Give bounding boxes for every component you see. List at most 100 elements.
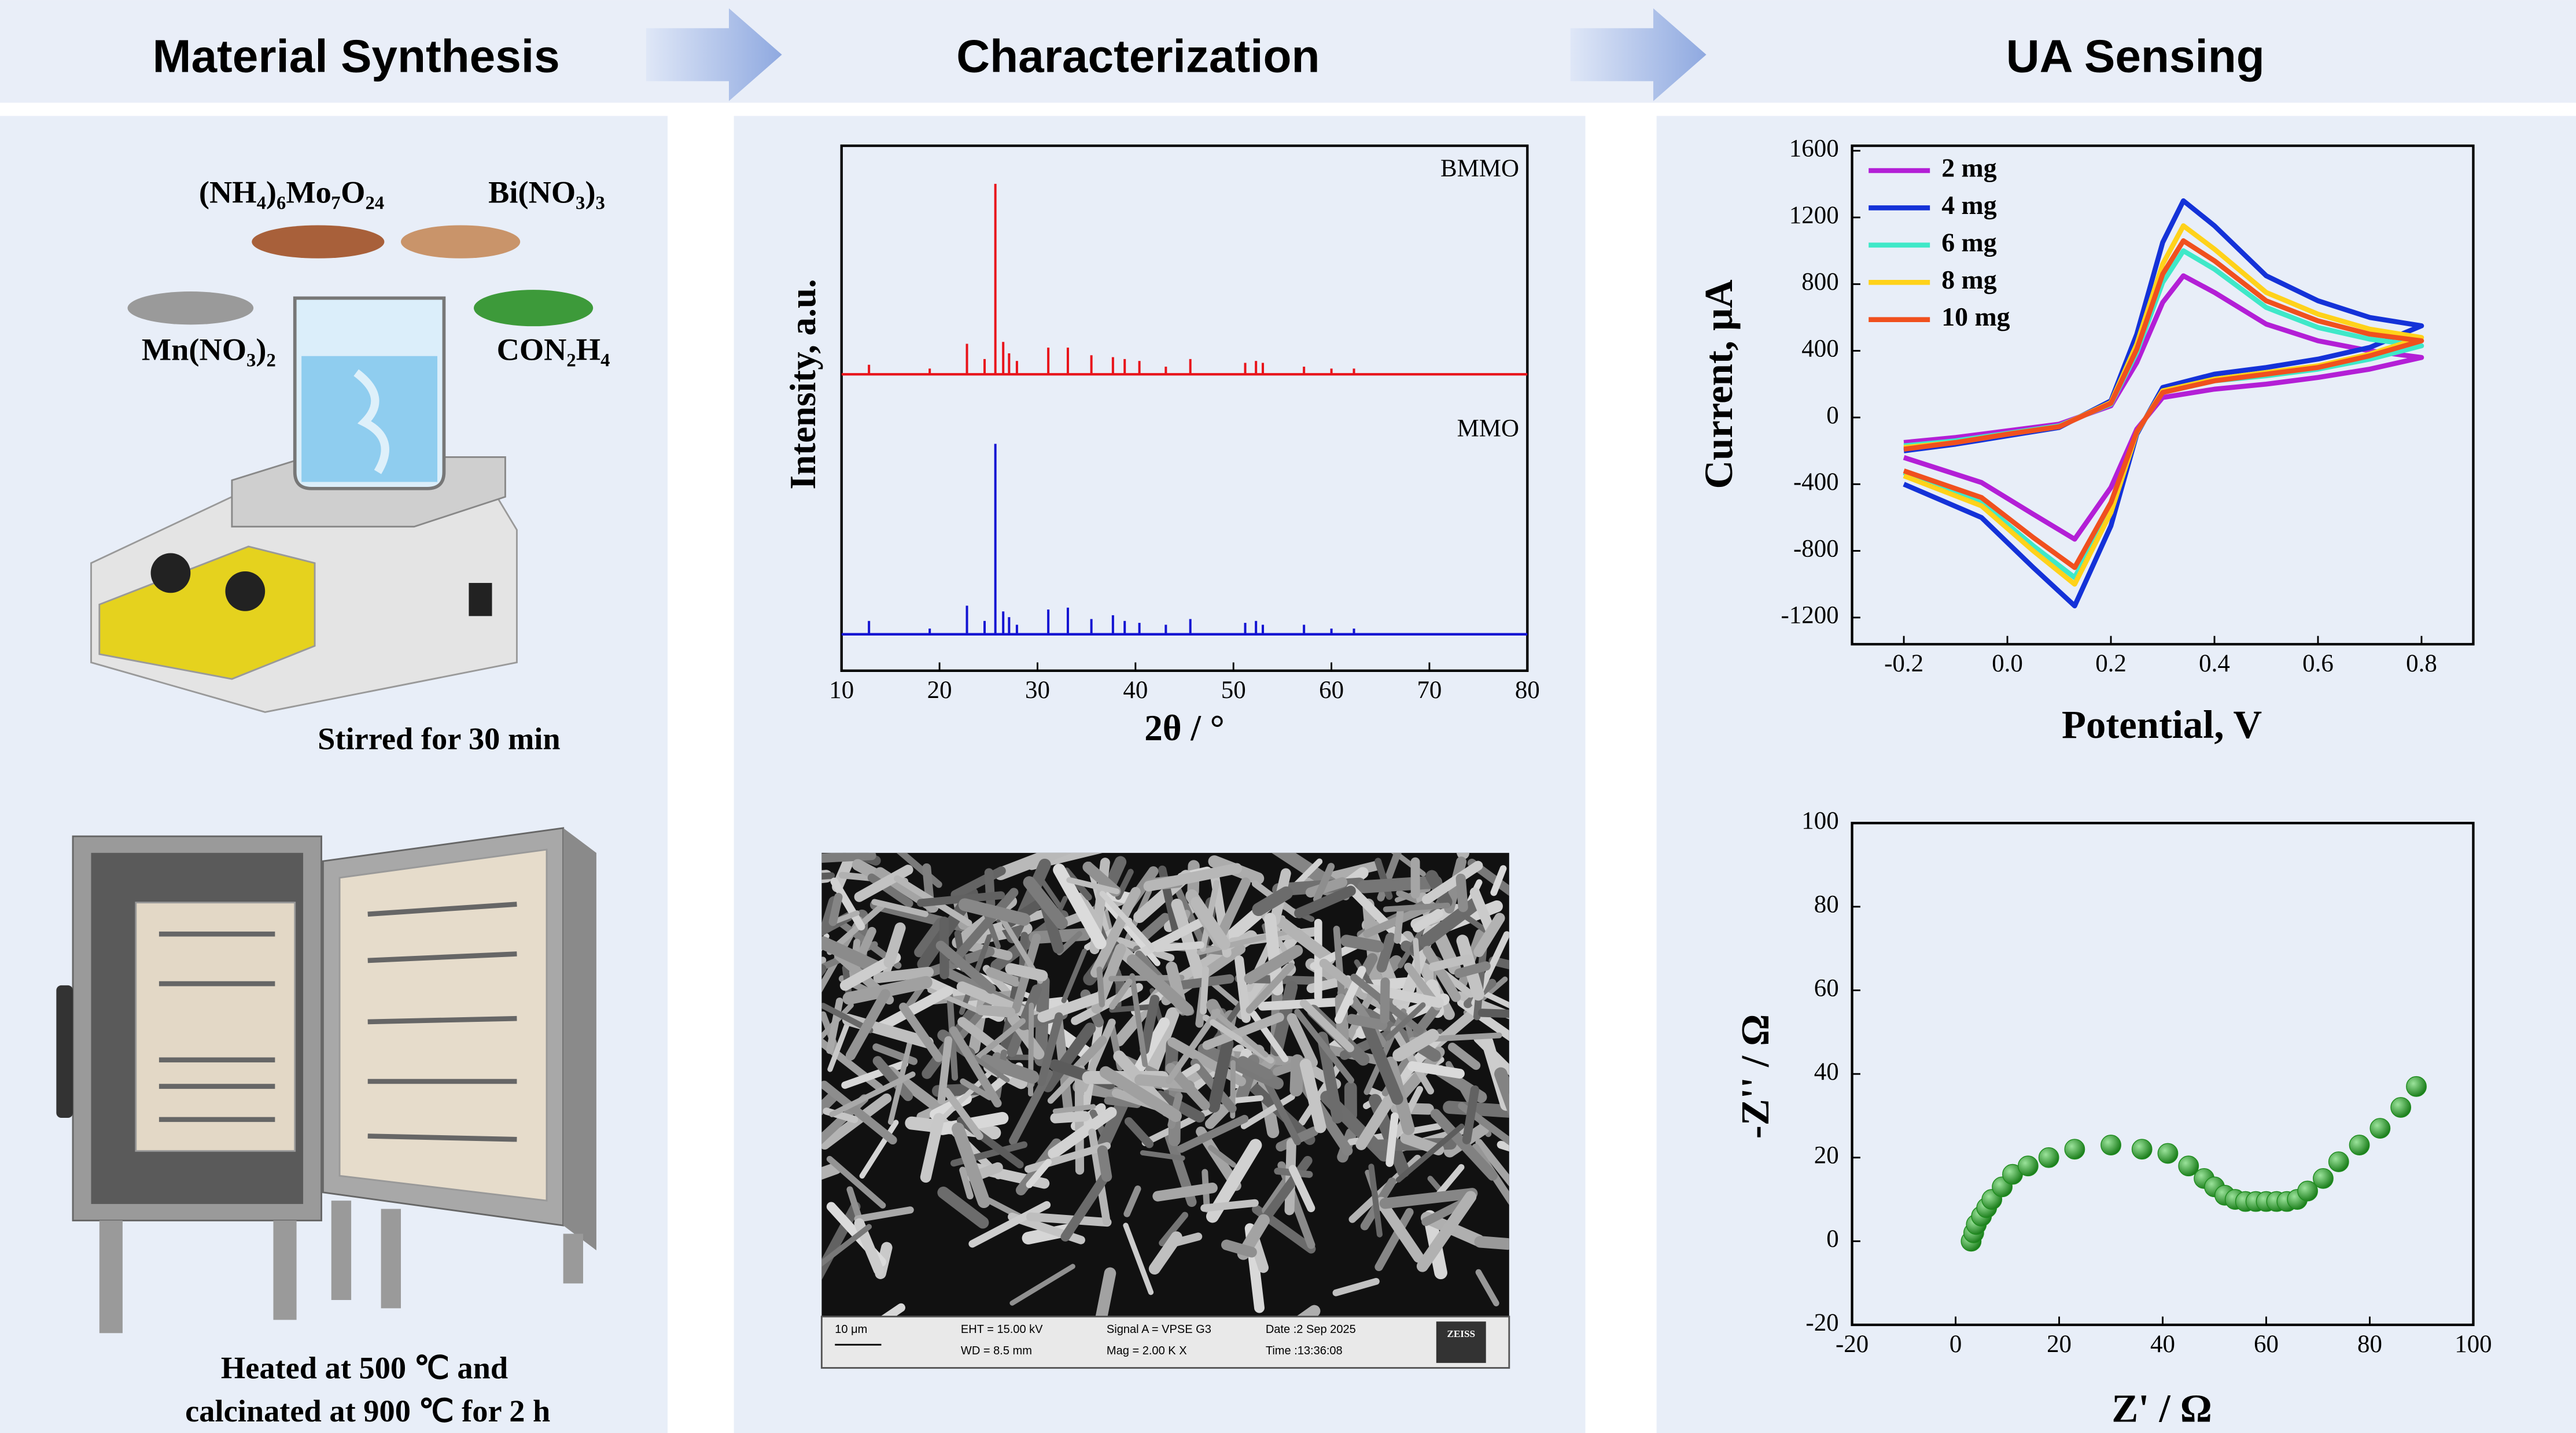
sem-rod [1390, 1026, 1434, 1095]
sem-rod [1392, 1029, 1439, 1062]
x-tick-label: 0.8 [2406, 650, 2437, 677]
sem-rod [1090, 887, 1141, 978]
x-tick-label: 100 [2455, 1331, 2492, 1358]
caption: calcinated at 900 ℃ for 2 h [185, 1394, 550, 1428]
point [2313, 1168, 2334, 1189]
sem-rod [957, 1017, 1008, 1058]
point [2369, 1118, 2391, 1139]
sem-rod [829, 1071, 916, 1117]
sem-rod [1096, 966, 1105, 1007]
sem-rod [1123, 1185, 1141, 1217]
sem-rod [1376, 932, 1396, 973]
sem-rod [1447, 1043, 1481, 1070]
sem-rod [1038, 876, 1062, 908]
y-tick-label: -400 [1793, 468, 1839, 496]
sem-rod [821, 1224, 872, 1267]
sem-rod [1385, 1112, 1399, 1167]
x-tick-label: 80 [1515, 677, 1540, 704]
x-tick-label: 40 [1123, 677, 1148, 704]
arrow [646, 8, 782, 101]
sem-text: Mag = 2.00 K X [1107, 1345, 1187, 1357]
y-tick-label: 400 [1801, 335, 1838, 362]
legend-label: 10 mg [1941, 302, 2010, 331]
point [2406, 1076, 2427, 1097]
sem-rod [914, 917, 946, 958]
caption: Stirred for 30 min [318, 721, 560, 756]
point [2349, 1135, 2370, 1155]
sem-rod [875, 985, 953, 1032]
x-tick-label: -0.2 [1884, 650, 1923, 677]
sem-rod [1048, 1107, 1117, 1159]
x-tick-label: 20 [2047, 1331, 2072, 1358]
sem-rod [968, 1201, 1051, 1248]
sem-rod [1299, 1058, 1326, 1133]
sem-rod [985, 967, 1021, 987]
sem-rod [1385, 1002, 1426, 1041]
sem-rod [1473, 913, 1505, 958]
sem-rod [1412, 908, 1443, 933]
sem-rod [1407, 1061, 1465, 1079]
sem-rod [1494, 1067, 1509, 1117]
sem-rod [1037, 992, 1104, 1023]
x-tick-label: -20 [1836, 1331, 1869, 1358]
x-tick-label: 50 [1221, 677, 1246, 704]
sem-rod [1435, 1164, 1465, 1198]
sem-rod [821, 1080, 897, 1144]
sem-rod [1361, 1019, 1403, 1105]
sem-rod [1379, 1188, 1478, 1209]
sem-rod [1202, 1013, 1284, 1050]
sem-rod [1140, 1150, 1185, 1161]
point [2064, 1139, 2085, 1160]
sem-rod [1177, 1114, 1249, 1153]
sem-rod [1461, 913, 1488, 933]
point [2100, 1135, 2121, 1155]
sem-rod [859, 1120, 899, 1179]
reagent: CON₂H₄ [497, 332, 610, 367]
sem-rod [1071, 983, 1143, 1025]
y-tick-label: 800 [1801, 268, 1838, 296]
sem-rod [1009, 1264, 1075, 1306]
point [2017, 1155, 2039, 1177]
sem-rod [1477, 1009, 1509, 1018]
sem-rod [1123, 1223, 1154, 1295]
sem-rod [1066, 877, 1120, 895]
sem-rod [937, 1186, 989, 1229]
series-label: MMO [1457, 415, 1519, 442]
cv-curve [1903, 238, 2424, 570]
y-tick-label: 1600 [1789, 135, 1839, 162]
sem-text: WD = 8.5 mm [961, 1345, 1032, 1357]
sem-rod [1376, 1196, 1424, 1263]
sem-rod [960, 1078, 993, 1100]
sem-rod [1141, 1103, 1222, 1146]
sem-rod [854, 1206, 914, 1223]
sem-rod [950, 866, 1006, 899]
sem-text: 10 μm [835, 1323, 867, 1336]
y-tick-label: 0 [1826, 1225, 1838, 1253]
sem-rod [1383, 902, 1451, 913]
sem-rod [1313, 863, 1335, 903]
sem-rod [883, 922, 906, 968]
sem-rod [1234, 955, 1251, 1023]
x-axis-label: Z' / Ω [2111, 1387, 2212, 1431]
sem-rod [920, 1113, 945, 1183]
sem-rod [1287, 1013, 1318, 1068]
sem-rod [1475, 1139, 1509, 1187]
sem-rod [1357, 876, 1443, 893]
step-title: Characterization [956, 29, 1320, 82]
sem-rod [1052, 1104, 1096, 1114]
sem-rod [1154, 941, 1204, 952]
sem-rod [854, 865, 913, 902]
sem-rod [1099, 891, 1155, 951]
x-tick-label: 0 [1949, 1331, 1962, 1358]
sem-rod [1361, 983, 1444, 1008]
sem-rod [1422, 860, 1483, 904]
sem-rod [821, 872, 835, 880]
sem-rod [1095, 1267, 1116, 1317]
sem-rod [1005, 963, 1048, 982]
sem-rod [950, 888, 1019, 965]
sem-rod [1430, 1109, 1498, 1181]
sem-rod [1294, 885, 1356, 919]
sem-rod [1143, 863, 1243, 892]
sem-rod [1490, 865, 1507, 896]
